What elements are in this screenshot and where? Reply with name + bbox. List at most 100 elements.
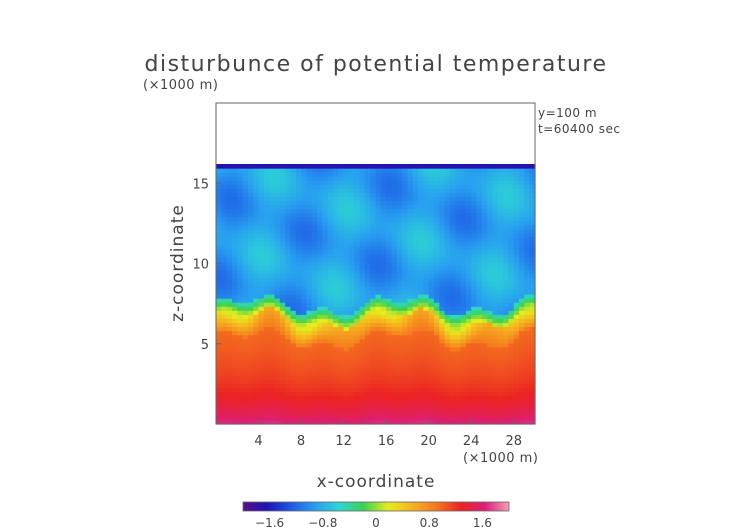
heatmap-cell <box>380 363 387 368</box>
heatmap-cell <box>412 281 419 287</box>
heatmap-cell <box>290 314 297 319</box>
heatmap-cell <box>508 334 515 340</box>
heatmap-cell <box>529 188 536 194</box>
heatmap-cell <box>524 395 531 401</box>
heatmap-cell <box>476 241 483 246</box>
heatmap-cell <box>306 383 313 389</box>
heatmap-cell <box>391 399 398 405</box>
heatmap-cell <box>274 318 281 324</box>
heatmap-cell <box>221 204 228 210</box>
heatmap-cell <box>375 277 382 283</box>
heatmap-cell <box>471 249 478 254</box>
heatmap-cell <box>386 176 393 181</box>
heatmap-cell <box>301 363 307 368</box>
heatmap-cell <box>306 245 313 250</box>
heatmap-cell <box>402 249 408 254</box>
heatmap-cell <box>311 419 318 425</box>
heatmap-cell <box>338 285 345 291</box>
heatmap-cell <box>460 326 467 332</box>
heatmap-cell <box>231 281 238 287</box>
heatmap-cell <box>476 375 483 380</box>
heatmap-cell <box>481 383 488 389</box>
heatmap-cell <box>497 302 504 307</box>
heatmap-cell <box>391 346 398 352</box>
heatmap-cell <box>444 200 451 206</box>
heatmap-cell <box>423 415 430 421</box>
heatmap-cell <box>471 216 478 222</box>
heatmap-cell <box>465 350 472 356</box>
heatmap-cell <box>290 180 297 185</box>
heatmap-cell <box>460 269 467 275</box>
heatmap-cell <box>332 350 339 356</box>
heatmap-cell <box>322 354 329 360</box>
heatmap-cell <box>471 379 478 384</box>
heatmap-cell <box>391 192 398 198</box>
chart-title: disturbunce of potential temperature <box>145 52 608 77</box>
heatmap-cell <box>386 224 393 230</box>
heatmap-cell <box>279 200 286 206</box>
heatmap-cell <box>449 338 456 344</box>
heatmap-cell <box>269 298 276 303</box>
heatmap-cell <box>301 237 307 242</box>
heatmap-cell <box>253 399 260 405</box>
heatmap-cell <box>295 387 302 393</box>
heatmap-cell <box>433 220 440 226</box>
heatmap-cell <box>529 277 536 283</box>
heatmap-cell <box>460 220 467 226</box>
heatmap-cell <box>503 204 510 210</box>
heatmap-cell <box>396 318 403 324</box>
heatmap-cell <box>253 265 260 271</box>
heatmap-cell <box>221 354 228 360</box>
heatmap-cell <box>428 318 435 324</box>
heatmap-cell <box>423 257 430 263</box>
heatmap-cell <box>322 346 329 352</box>
heatmap-cell <box>226 419 233 425</box>
heatmap-cell <box>290 273 297 279</box>
heatmap-cell <box>449 330 456 336</box>
heatmap-cell <box>263 391 270 397</box>
heatmap-cell <box>513 241 520 246</box>
heatmap-cell <box>317 168 323 173</box>
heatmap-cell <box>460 346 467 352</box>
heatmap-cell <box>332 367 339 372</box>
heatmap-cell <box>455 220 462 226</box>
heatmap-cell <box>449 415 456 421</box>
heatmap-cell <box>407 367 414 372</box>
heatmap-cell <box>221 302 228 307</box>
heatmap-cell <box>503 208 510 214</box>
heatmap-cell <box>524 403 531 409</box>
heatmap-cell <box>513 180 520 185</box>
heatmap-cell <box>471 342 478 348</box>
heatmap-cell <box>221 180 228 185</box>
heatmap-cell <box>231 253 238 259</box>
heatmap-cell <box>513 363 520 368</box>
heatmap-cell <box>513 245 520 250</box>
heatmap-cell <box>354 363 361 368</box>
heatmap-cell <box>253 233 260 238</box>
heatmap-cell <box>412 257 419 263</box>
heatmap-cell <box>471 228 478 234</box>
heatmap-cell <box>386 322 393 328</box>
heatmap-cell <box>348 196 355 202</box>
heatmap-cell <box>295 359 302 364</box>
heatmap-cell <box>492 208 499 214</box>
heatmap-cell <box>263 277 270 283</box>
heatmap-cell <box>396 188 403 194</box>
heatmap-cell <box>433 184 440 189</box>
heatmap-cell <box>354 188 361 194</box>
heatmap-cell <box>242 188 249 194</box>
heatmap-cell <box>519 407 525 413</box>
heatmap-cell <box>476 387 483 393</box>
heatmap-cell <box>433 228 440 234</box>
heatmap-cell <box>285 176 292 181</box>
heatmap-cell <box>343 371 350 376</box>
heatmap-cell <box>253 253 260 259</box>
heatmap-cell <box>412 314 419 319</box>
heatmap-cell <box>317 257 323 263</box>
heatmap-cell <box>322 298 329 303</box>
heatmap-cell <box>487 176 494 181</box>
heatmap-cell <box>386 419 393 425</box>
heatmap-cell <box>476 285 483 291</box>
heatmap-cell <box>391 419 398 425</box>
heatmap-cell <box>476 298 483 303</box>
